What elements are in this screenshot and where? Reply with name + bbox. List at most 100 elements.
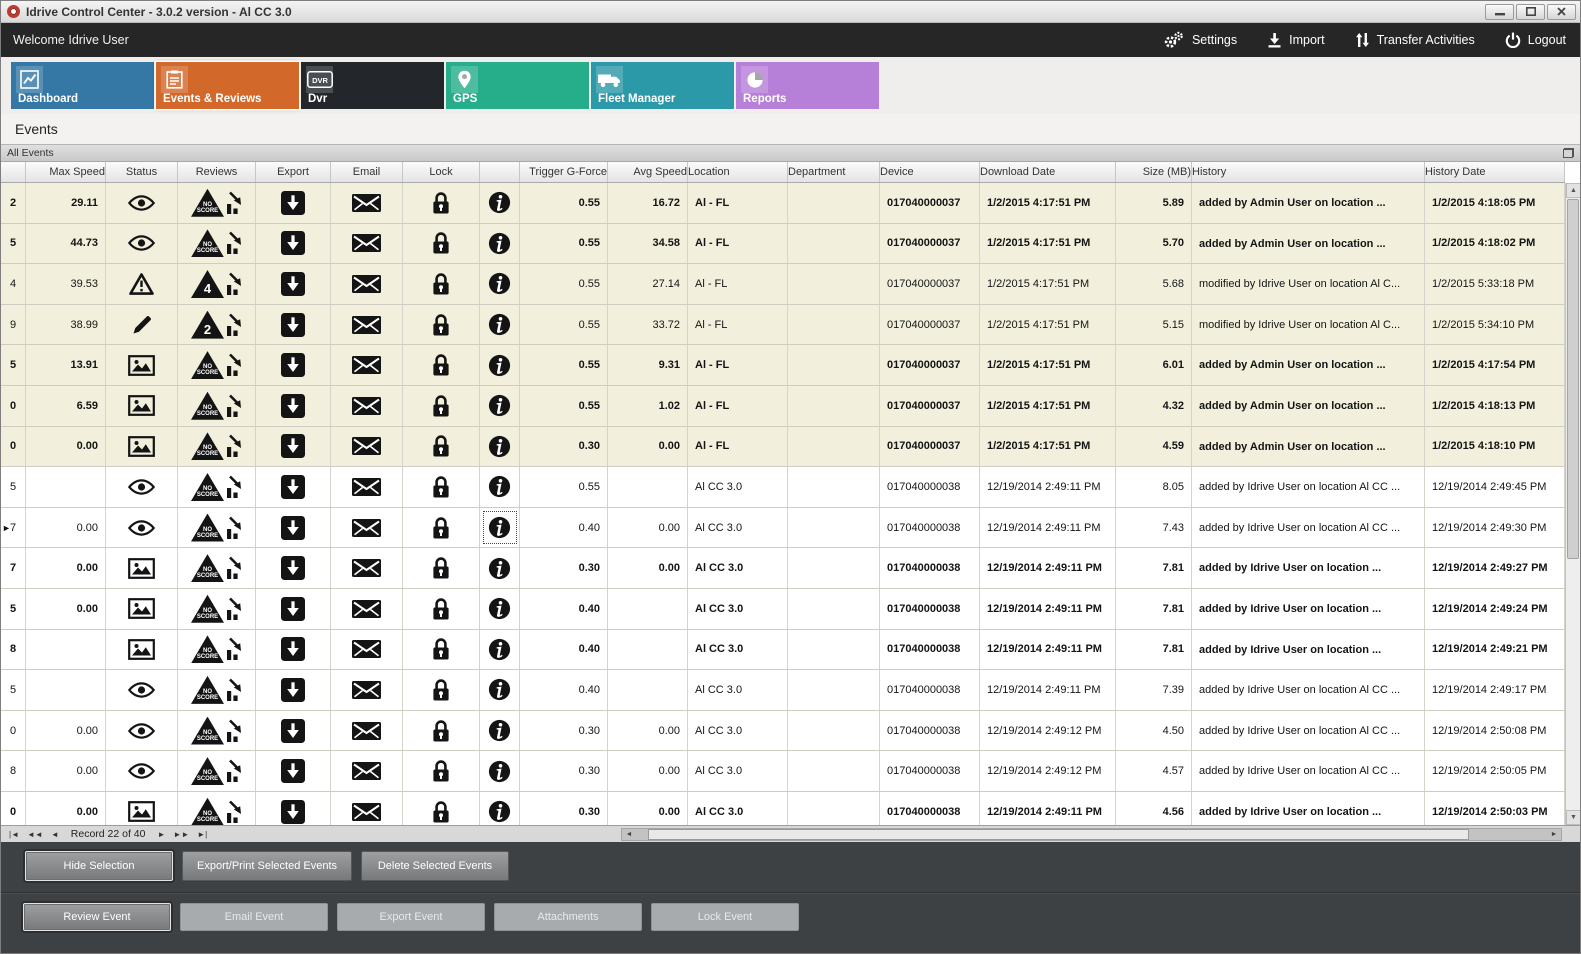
delete-selected-events-button[interactable]: Delete Selected Events	[361, 851, 510, 881]
info-icon[interactable]	[488, 557, 511, 580]
email-event-icon-cell[interactable]	[331, 426, 403, 467]
info-icon-cell[interactable]	[480, 588, 520, 629]
column-header-trigger-g-force[interactable]: Trigger G-Force	[520, 162, 608, 182]
email-event-icon[interactable]	[352, 518, 381, 537]
email-event-icon[interactable]	[352, 762, 381, 781]
reviews-cell[interactable]: NO SCORE	[178, 467, 256, 507]
email-event-icon[interactable]	[352, 274, 381, 293]
scroll-left-icon[interactable]: ◄	[625, 831, 633, 838]
export-event-icon-cell[interactable]	[256, 426, 331, 467]
lock-event-icon[interactable]	[430, 516, 452, 540]
column-header-email[interactable]: Email	[331, 162, 403, 182]
lock-event-icon-cell[interactable]	[403, 467, 480, 507]
info-icon[interactable]	[488, 354, 511, 377]
email-event-icon[interactable]	[352, 680, 381, 699]
export-event-icon-cell[interactable]	[256, 548, 331, 588]
email-event-icon-cell[interactable]	[331, 223, 403, 264]
lock-event-icon[interactable]	[430, 719, 452, 743]
lock-event-icon[interactable]	[430, 231, 452, 255]
reviews-cell[interactable]: NO SCORE	[178, 183, 256, 223]
lock-event-icon-cell[interactable]	[403, 223, 480, 264]
tab-events-reviews[interactable]: Events & Reviews	[155, 61, 300, 110]
export-event-icon[interactable]	[281, 677, 305, 702]
topbar-action-logout[interactable]: Logout	[1505, 32, 1566, 48]
lock-event-icon[interactable]	[430, 637, 452, 661]
reviews-cell[interactable]: 4	[178, 264, 256, 304]
email-event-icon[interactable]	[352, 315, 381, 334]
export-event-icon[interactable]	[281, 353, 305, 378]
nav-prev-button[interactable]: ◄	[50, 829, 59, 839]
lock-event-icon-cell[interactable]	[403, 507, 480, 548]
info-icon[interactable]	[488, 638, 511, 661]
lock-event-icon-cell[interactable]	[403, 385, 480, 426]
lock-event-icon[interactable]	[430, 272, 452, 296]
email-event-icon[interactable]	[352, 356, 381, 375]
email-event-icon-cell[interactable]	[331, 304, 403, 345]
email-event-icon[interactable]	[352, 477, 381, 496]
lock-event-icon-cell[interactable]	[403, 588, 480, 629]
event-row[interactable]: 0 0.00 NO SCORE 0.30 0.00 Al CC 3.0 01704000003…	[1, 791, 1565, 825]
nav-last-button[interactable]: ►|	[197, 829, 208, 839]
column-header-history-date[interactable]: History Date	[1425, 162, 1565, 182]
info-icon[interactable]	[488, 435, 511, 458]
export-event-icon[interactable]	[281, 515, 305, 540]
lock-event-icon-cell[interactable]	[403, 629, 480, 670]
event-row[interactable]: 2 29.11 NO SCORE 0.55 16.72 Al - FL 01704000003…	[1, 183, 1565, 224]
topbar-action-transfer-activities[interactable]: Transfer Activities	[1355, 32, 1475, 48]
event-row[interactable]: 0 6.59 NO SCORE 0.55 1.02 Al - FL 017040000037 1…	[1, 385, 1565, 427]
export-event-icon[interactable]	[281, 556, 305, 581]
export-event-icon[interactable]	[281, 718, 305, 743]
email-event-icon-cell[interactable]	[331, 791, 403, 825]
event-row[interactable]: 7 0.00 NO SCORE 0.30 0.00 Al CC 3.0 01704000003…	[1, 548, 1565, 589]
export-event-icon-cell[interactable]	[256, 223, 331, 264]
email-event-icon[interactable]	[352, 721, 381, 740]
lock-event-icon[interactable]	[430, 191, 452, 215]
vertical-scrollbar[interactable]: ▲ ▼	[1565, 183, 1580, 825]
email-event-icon-cell[interactable]	[331, 385, 403, 426]
column-header-size-mb[interactable]: Size (MB)	[1116, 162, 1192, 182]
info-icon-cell[interactable]	[480, 304, 520, 345]
info-icon-cell[interactable]	[480, 791, 520, 825]
topbar-action-import[interactable]: Import	[1267, 32, 1325, 48]
panel-restore-icon[interactable]	[1563, 148, 1574, 158]
email-event-icon-cell[interactable]	[331, 629, 403, 670]
lock-event-icon-cell[interactable]	[403, 791, 480, 825]
horizontal-scroll-thumb[interactable]	[648, 829, 1469, 840]
tab-dashboard[interactable]: Dashboard	[11, 62, 154, 109]
lock-event-icon[interactable]	[430, 678, 452, 702]
horizontal-scrollbar[interactable]: ◄ ►	[621, 828, 1562, 841]
lock-event-icon-cell[interactable]	[403, 264, 480, 304]
column-header-avg-speed[interactable]: Avg Speed	[608, 162, 688, 182]
export-event-icon-cell[interactable]	[256, 385, 331, 426]
export-event-icon-cell[interactable]	[256, 467, 331, 507]
column-header-max-speed[interactable]: Max Speed	[26, 162, 106, 182]
export-event-icon-cell[interactable]	[256, 751, 331, 791]
email-event-icon[interactable]	[352, 640, 381, 659]
event-row[interactable]: 5 NO SCORE 0.40 Al CC 3.0 017040000038 12/19/2…	[1, 670, 1565, 711]
info-icon-cell[interactable]	[480, 345, 520, 385]
export-event-icon[interactable]	[281, 759, 305, 784]
info-icon[interactable]	[488, 394, 511, 417]
export-event-icon-cell[interactable]	[256, 345, 331, 385]
reviews-cell[interactable]: NO SCORE	[178, 791, 256, 825]
export-event-icon-cell[interactable]	[256, 629, 331, 670]
info-icon[interactable]	[488, 516, 511, 539]
tab-reports[interactable]: Reports	[736, 62, 879, 109]
event-row[interactable]: 5 0.00 NO SCORE 0.40 Al CC 3.0 017040000038 12/…	[1, 588, 1565, 630]
export-event-icon[interactable]	[281, 637, 305, 662]
reviews-cell[interactable]: NO SCORE	[178, 345, 256, 385]
nav-prev-page-button[interactable]: ◄◄	[27, 829, 43, 839]
reviews-cell[interactable]: NO SCORE	[178, 548, 256, 588]
email-event-icon-cell[interactable]	[331, 751, 403, 791]
info-icon[interactable]	[488, 272, 511, 295]
info-icon-cell[interactable]	[480, 426, 520, 467]
info-icon[interactable]	[488, 313, 511, 336]
lock-event-icon-cell[interactable]	[403, 426, 480, 467]
export-event-icon[interactable]	[281, 799, 305, 824]
column-header-device[interactable]: Device	[880, 162, 980, 182]
column-header-download-date[interactable]: Download Date	[980, 162, 1116, 182]
info-icon-cell[interactable]	[480, 629, 520, 670]
email-event-icon-cell[interactable]	[331, 183, 403, 223]
event-row[interactable]: 0 0.00 NO SCORE 0.30 0.00 Al CC 3.0 01704000003…	[1, 710, 1565, 752]
email-event-icon[interactable]	[352, 437, 381, 456]
